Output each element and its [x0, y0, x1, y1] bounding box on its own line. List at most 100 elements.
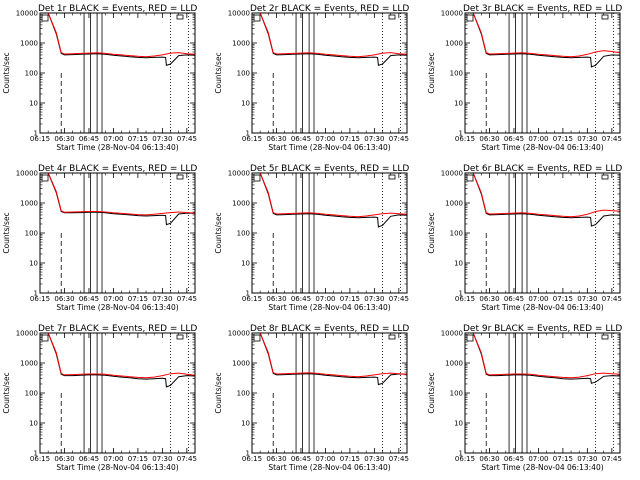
- y-tick-label: 10000: [228, 10, 250, 18]
- corner-box-right: [601, 334, 609, 340]
- plot-frame: [39, 332, 196, 454]
- y-tick-label: 10000: [228, 170, 250, 178]
- x-tick-label: 07:15: [553, 135, 573, 143]
- x-tick-label: 07:30: [152, 295, 172, 303]
- x-axis-label: Start Time (28-Nov-04 06:13:40): [481, 463, 603, 472]
- x-tick-label: 06:15: [455, 455, 475, 463]
- x-tick-label: 07:15: [128, 295, 148, 303]
- x-tick-label: 07:45: [389, 135, 409, 143]
- x-axis-label: Start Time (28-Nov-04 06:13:40): [268, 143, 390, 152]
- plot-frame: [39, 172, 196, 294]
- x-tick-label: 06:15: [455, 135, 475, 143]
- x-axis-label: Start Time (28-Nov-04 06:13:40): [56, 303, 178, 312]
- y-tick-label: 1: [459, 450, 463, 458]
- y-tick-label: 100: [25, 390, 38, 398]
- x-tick-label: 06:15: [242, 135, 262, 143]
- x-axis-label: Start Time (28-Nov-04 06:13:40): [56, 463, 178, 472]
- x-tick-label: 07:00: [528, 135, 548, 143]
- y-tick-label: 10000: [441, 170, 463, 178]
- corner-box-left: [253, 14, 261, 22]
- x-tick-label: 07:15: [340, 455, 360, 463]
- x-tick-label: 07:00: [528, 455, 548, 463]
- corner-box-left: [466, 174, 474, 182]
- x-tick-label: 06:45: [504, 135, 524, 143]
- x-tick-label: 07:30: [152, 135, 172, 143]
- panel-title: Det 7r BLACK = Events, RED = LLD: [38, 324, 197, 334]
- events-line: [252, 333, 407, 386]
- x-tick-label: 06:45: [291, 455, 311, 463]
- plot-frame: [251, 12, 408, 134]
- y-tick-label: 1: [459, 290, 463, 298]
- y-tick-label: 10000: [16, 330, 38, 338]
- x-tick-label: 06:15: [242, 455, 262, 463]
- x-axis-label: Start Time (28-Nov-04 06:13:40): [268, 303, 390, 312]
- x-tick-label: 06:30: [266, 455, 286, 463]
- y-axis-label: Counts/sec: [214, 212, 223, 253]
- x-tick-label: 07:45: [177, 295, 197, 303]
- y-tick-label: 1000: [20, 40, 38, 48]
- x-tick-label: 06:15: [242, 295, 262, 303]
- x-tick-label: 07:15: [340, 135, 360, 143]
- x-tick-label: 07:15: [340, 295, 360, 303]
- panel-det-3: Det 3r BLACK = Events, RED = LLD Counts/s…: [427, 4, 622, 152]
- x-tick-label: 06:30: [266, 135, 286, 143]
- panel-det-1: Det 1r BLACK = Events, RED = LLD Counts/s…: [2, 4, 197, 152]
- lld-line: [252, 173, 407, 218]
- panel-title: Det 4r BLACK = Events, RED = LLD: [38, 164, 197, 174]
- x-tick-label: 06:45: [79, 295, 99, 303]
- y-tick-label: 10: [241, 260, 250, 268]
- y-axis-label: Counts/sec: [2, 212, 11, 253]
- corner-box-left: [253, 174, 261, 182]
- x-tick-label: 06:30: [266, 295, 286, 303]
- x-tick-label: 06:15: [30, 295, 50, 303]
- x-tick-label: 06:30: [479, 295, 499, 303]
- corner-box-right: [176, 14, 184, 20]
- x-tick-label: 07:45: [177, 135, 197, 143]
- events-line: [40, 173, 195, 226]
- panel-title: Det 3r BLACK = Events, RED = LLD: [463, 4, 622, 14]
- corner-box-right: [601, 14, 609, 20]
- x-tick-label: 07:45: [602, 455, 622, 463]
- x-tick-label: 06:30: [479, 455, 499, 463]
- y-tick-label: 1000: [20, 200, 38, 208]
- y-tick-label: 100: [237, 70, 250, 78]
- y-tick-label: 10000: [228, 330, 250, 338]
- x-tick-label: 07:45: [602, 295, 622, 303]
- x-tick-label: 06:45: [79, 455, 99, 463]
- y-tick-label: 1: [459, 130, 463, 138]
- x-tick-label: 07:45: [389, 455, 409, 463]
- x-tick-label: 06:30: [54, 455, 74, 463]
- x-tick-label: 06:45: [504, 455, 524, 463]
- x-tick-label: 06:15: [455, 295, 475, 303]
- y-tick-label: 10: [454, 260, 463, 268]
- y-tick-label: 1: [246, 130, 250, 138]
- x-tick-label: 06:45: [504, 295, 524, 303]
- x-tick-label: 06:30: [54, 135, 74, 143]
- x-tick-label: 07:45: [602, 135, 622, 143]
- x-axis-label: Start Time (28-Nov-04 06:13:40): [56, 143, 178, 152]
- corner-box-left: [41, 14, 49, 22]
- corner-box-left: [253, 334, 261, 342]
- panel-det-8: Det 8r BLACK = Events, RED = LLD Counts/s…: [214, 324, 409, 472]
- y-tick-label: 10: [454, 420, 463, 428]
- plot-frame: [464, 332, 621, 454]
- plot-frame: [464, 172, 621, 294]
- panel-title: Det 8r BLACK = Events, RED = LLD: [250, 324, 409, 334]
- panel-title: Det 5r BLACK = Events, RED = LLD: [250, 164, 409, 174]
- corner-box-right: [176, 174, 184, 180]
- corner-box-left: [41, 174, 49, 182]
- y-tick-label: 10: [29, 420, 38, 428]
- events-line: [252, 13, 407, 66]
- y-tick-label: 1000: [20, 360, 38, 368]
- y-tick-label: 100: [450, 390, 463, 398]
- x-tick-label: 07:30: [364, 455, 384, 463]
- lld-line: [252, 333, 407, 378]
- plot-frame: [251, 332, 408, 454]
- x-tick-label: 07:30: [364, 295, 384, 303]
- y-axis-label: Counts/sec: [2, 372, 11, 413]
- x-tick-label: 07:15: [128, 455, 148, 463]
- x-tick-label: 07:30: [152, 455, 172, 463]
- y-tick-label: 100: [237, 230, 250, 238]
- y-axis-label: Counts/sec: [427, 212, 436, 253]
